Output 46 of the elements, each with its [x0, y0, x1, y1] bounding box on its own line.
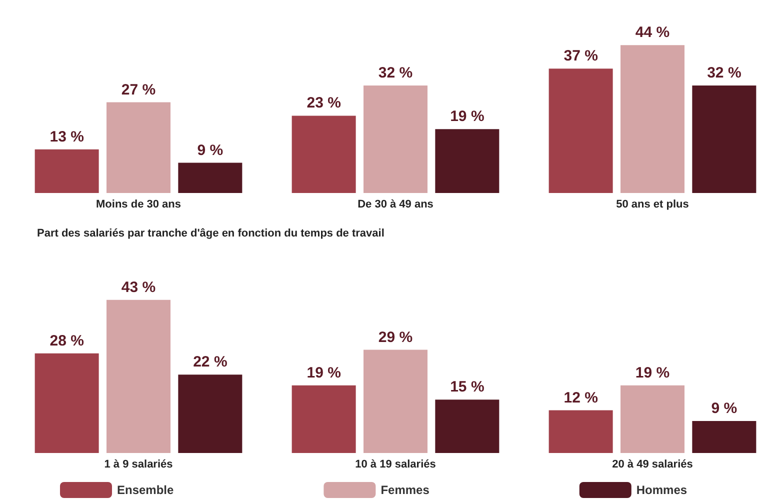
bar	[435, 129, 500, 193]
data-label: 27 %	[121, 81, 156, 98]
x-tick-label: De 30 à 49 ans	[358, 198, 434, 210]
bar	[692, 85, 756, 193]
data-label: 22 %	[193, 354, 228, 371]
data-label: 19 %	[306, 364, 341, 382]
legend-label: Femmes	[380, 483, 430, 497]
data-label: 44 %	[635, 24, 670, 42]
data-label: 12 %	[564, 389, 598, 406]
data-label: 9 %	[197, 142, 224, 159]
data-label: 9 %	[711, 400, 738, 417]
bar	[292, 116, 356, 193]
data-label: 23 %	[306, 94, 341, 112]
bar	[548, 410, 613, 453]
data-label: 32 %	[707, 64, 742, 82]
bar	[106, 300, 170, 453]
chart-title: Part des salariés par tranche d'âge en fonction du temps de travail	[37, 228, 384, 240]
bar	[620, 45, 684, 193]
bar	[364, 85, 428, 193]
data-label: 15 %	[450, 378, 484, 396]
x-tick-label: Moins de 30 ans	[96, 198, 181, 210]
bar	[548, 68, 613, 193]
data-label: 19 %	[450, 108, 484, 126]
x-tick-label: 20 à 49 salariés	[612, 458, 693, 470]
bar	[692, 420, 756, 453]
bar	[106, 102, 170, 193]
legend-label: Hommes	[636, 483, 688, 497]
x-tick-label: 1 à 9 salariés	[104, 458, 173, 470]
data-label: 13 %	[50, 128, 84, 146]
legend-label: Ensemble	[117, 483, 174, 497]
bar	[34, 149, 99, 193]
x-tick-label: 10 à 19 salariés	[355, 458, 436, 470]
bar	[435, 400, 500, 453]
bar	[178, 162, 242, 193]
bar	[364, 350, 428, 453]
x-tick-label: 50 ans et plus	[616, 198, 689, 210]
data-label: 28 %	[50, 332, 84, 350]
data-label: 29 %	[378, 328, 413, 346]
bar	[620, 385, 684, 453]
bar	[292, 385, 356, 453]
bar	[178, 374, 242, 453]
data-label: 19 %	[635, 364, 670, 382]
bar	[34, 353, 99, 453]
data-label: 37 %	[564, 48, 598, 65]
data-label: 43 %	[121, 278, 156, 296]
data-label: 32 %	[378, 64, 413, 82]
